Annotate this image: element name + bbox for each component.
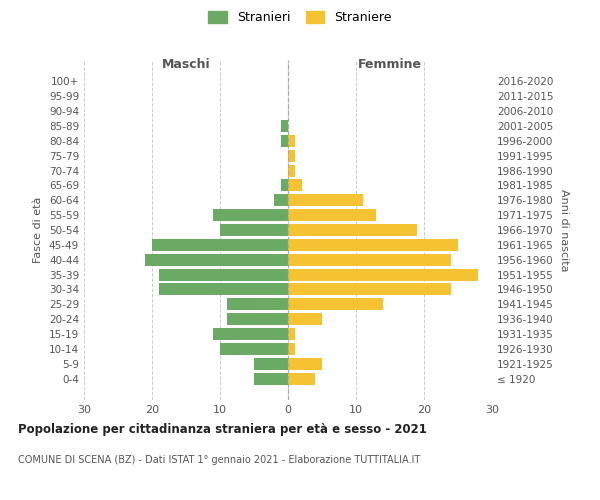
Bar: [220, 343, 288, 355]
Bar: [288, 209, 376, 221]
Bar: [254, 372, 288, 384]
Bar: [152, 239, 288, 251]
Bar: [288, 328, 295, 340]
Text: Maschi: Maschi: [161, 58, 211, 71]
Bar: [159, 268, 288, 280]
Y-axis label: Anni di nascita: Anni di nascita: [559, 188, 569, 271]
Bar: [281, 180, 288, 192]
Bar: [281, 120, 288, 132]
Bar: [288, 372, 315, 384]
Bar: [288, 224, 417, 236]
Bar: [145, 254, 288, 266]
Text: Femmine: Femmine: [358, 58, 422, 71]
Bar: [288, 239, 458, 251]
Bar: [288, 313, 322, 325]
Bar: [274, 194, 288, 206]
Bar: [213, 328, 288, 340]
Bar: [288, 298, 383, 310]
Bar: [254, 358, 288, 370]
Bar: [288, 268, 478, 280]
Text: Popolazione per cittadinanza straniera per età e sesso - 2021: Popolazione per cittadinanza straniera p…: [18, 422, 427, 436]
Bar: [220, 224, 288, 236]
Bar: [288, 343, 295, 355]
Legend: Stranieri, Straniere: Stranieri, Straniere: [203, 6, 397, 29]
Bar: [288, 150, 295, 162]
Bar: [281, 135, 288, 147]
Bar: [288, 135, 295, 147]
Bar: [227, 298, 288, 310]
Bar: [288, 254, 451, 266]
Text: COMUNE DI SCENA (BZ) - Dati ISTAT 1° gennaio 2021 - Elaborazione TUTTITALIA.IT: COMUNE DI SCENA (BZ) - Dati ISTAT 1° gen…: [18, 455, 420, 465]
Bar: [288, 164, 295, 176]
Bar: [288, 194, 363, 206]
Y-axis label: Fasce di età: Fasce di età: [34, 197, 43, 263]
Bar: [288, 358, 322, 370]
Bar: [288, 284, 451, 296]
Bar: [213, 209, 288, 221]
Bar: [288, 180, 302, 192]
Bar: [227, 313, 288, 325]
Bar: [159, 284, 288, 296]
